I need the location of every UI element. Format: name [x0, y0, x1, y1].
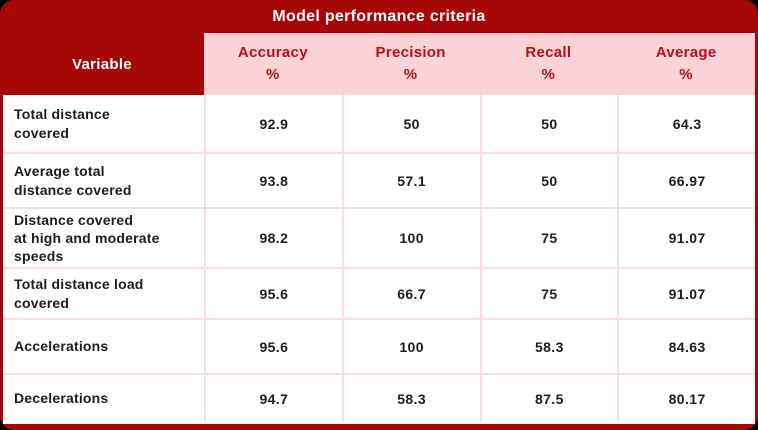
table-row-decelerations: Decelerations 94.7 58.3 87.5 80.17	[3, 373, 755, 422]
table-title-band: Model performance criteria	[0, 0, 758, 33]
precision-value-cell: 100	[341, 320, 480, 373]
column-header-average: Average %	[617, 33, 755, 95]
column-label: Precision	[375, 44, 446, 62]
average-value-cell: 91.07	[617, 209, 755, 267]
recall-value-cell: 58.3	[479, 320, 618, 373]
column-unit: %	[266, 66, 280, 83]
column-unit: %	[679, 66, 693, 83]
precision-value-cell: 57.1	[341, 154, 480, 207]
metric-column-headers: Accuracy % Precision % Recall % Average …	[204, 33, 755, 95]
column-unit: %	[541, 66, 556, 83]
precision-value-cell: 50	[341, 95, 480, 152]
column-header-accuracy: Accuracy %	[204, 33, 342, 95]
variable-cell: Total distance covered	[14, 106, 110, 141]
recall-value-cell: 87.5	[479, 375, 618, 422]
accuracy-value-cell: 93.8	[204, 154, 342, 207]
average-value-cell: 84.63	[617, 320, 755, 373]
accuracy-value-cell: 95.6	[204, 320, 342, 373]
recall-value-cell: 50	[479, 154, 618, 207]
variable-cell: Decelerations	[14, 390, 109, 407]
precision-value-cell: 58.3	[341, 375, 480, 422]
table-row-total-distance-covered: Total distance covered 92.9 50 50 64.3	[3, 95, 755, 152]
table-body: Total distance covered 92.9 50 50 64.3 A…	[3, 95, 755, 424]
recall-value-cell: 50	[479, 95, 618, 152]
table-row-accelerations: Accelerations 95.6 100 58.3 84.63	[3, 318, 755, 373]
recall-value-cell: 75	[479, 209, 618, 267]
variable-cell: Total distance load covered	[14, 276, 144, 311]
variable-cell: Accelerations	[14, 338, 109, 355]
column-label: Average	[655, 44, 717, 62]
accuracy-value-cell: 98.2	[204, 209, 342, 267]
precision-value-cell: 66.7	[341, 269, 480, 318]
table-row-average-total-distance: Average total distance covered 93.8 57.1…	[3, 152, 755, 207]
accuracy-value-cell: 95.6	[204, 269, 342, 318]
average-value-cell: 80.17	[617, 375, 755, 422]
column-label: Accuracy	[237, 44, 308, 62]
column-label: Recall	[525, 44, 572, 62]
column-header-variable: Variable	[0, 33, 204, 95]
average-value-cell: 64.3	[617, 95, 755, 152]
variable-cell: Distance covered at high and moderate sp…	[14, 211, 160, 265]
table-row-total-distance-load: Total distance load covered 95.6 66.7 75…	[3, 267, 755, 318]
variable-cell: Average total distance covered	[14, 163, 132, 198]
variable-header-label: Variable	[72, 55, 132, 73]
accuracy-value-cell: 92.9	[204, 95, 342, 152]
average-value-cell: 66.97	[617, 154, 755, 207]
column-header-precision: Precision %	[342, 33, 480, 95]
table-header-row: Variable Accuracy % Precision % Recall %…	[0, 33, 758, 95]
column-unit: %	[403, 66, 418, 83]
recall-value-cell: 75	[479, 269, 618, 318]
table-row-distance-high-moderate-speeds: Distance covered at high and moderate sp…	[3, 207, 755, 267]
column-header-recall: Recall %	[480, 33, 618, 95]
table-title: Model performance criteria	[272, 7, 486, 25]
precision-value-cell: 100	[341, 209, 480, 267]
average-value-cell: 91.07	[617, 269, 755, 318]
accuracy-value-cell: 94.7	[204, 375, 342, 422]
